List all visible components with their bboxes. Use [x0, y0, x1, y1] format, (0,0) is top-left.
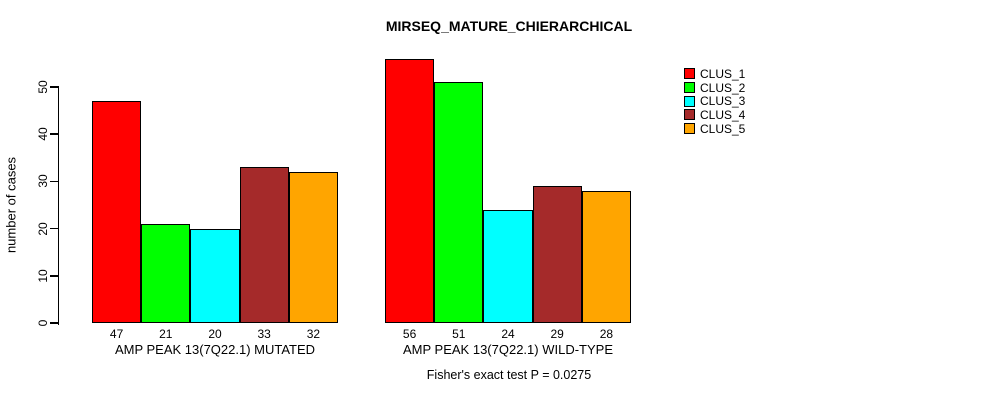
bar-clus_2-group-2 — [434, 82, 484, 323]
bar-value-label: 56 — [402, 327, 417, 341]
y-tick-mark — [50, 86, 58, 88]
bar-clus_5-group-2 — [581, 190, 631, 323]
y-tick-label: 20 — [36, 221, 50, 236]
y-tick-mark — [50, 133, 58, 135]
legend-swatch-clus_2 — [684, 82, 695, 94]
bar-value-label: 24 — [501, 327, 515, 341]
chart-title: MIRSEQ_MATURE_CHIERARCHICAL — [385, 18, 633, 34]
bar-value-label: 20 — [208, 327, 222, 341]
y-tick-label: 50 — [36, 80, 50, 94]
y-axis-line — [57, 86, 59, 325]
legend-label: CLUS_5 — [700, 121, 746, 136]
y-tick-mark — [50, 322, 58, 324]
legend-label: CLUS_4 — [700, 107, 746, 122]
legend-label: CLUS_2 — [700, 80, 746, 95]
bar-value-label: 21 — [159, 327, 173, 341]
y-axis-label: number of cases — [3, 156, 19, 254]
bar-clus_4-group-2 — [532, 186, 582, 323]
bar-clus_5-group-1 — [288, 171, 338, 323]
legend-swatch-clus_1 — [684, 68, 695, 80]
group-label-1: AMP PEAK 13(7Q22.1) MUTATED — [114, 342, 316, 357]
bar-clus_1-group-1 — [92, 101, 142, 323]
legend-label: CLUS_1 — [700, 66, 746, 81]
bar-clus_3-group-1 — [190, 228, 240, 323]
legend-swatch-clus_4 — [684, 109, 695, 121]
bar-clus_4-group-1 — [239, 167, 289, 323]
legend-swatch-clus_5 — [684, 123, 695, 135]
y-tick-label: 40 — [36, 127, 50, 141]
y-tick-mark — [50, 227, 58, 230]
y-tick-label: 10 — [36, 269, 50, 283]
bar-clus_3-group-2 — [483, 209, 533, 323]
bar-value-label: 28 — [599, 327, 614, 341]
bar-value-label: 29 — [550, 327, 564, 341]
legend: CLUS_1 CLUS_2 CLUS_3 CLUS_4 CLUS_5 — [684, 67, 745, 136]
legend-swatch-clus_3 — [684, 95, 695, 107]
bar-value-label: 47 — [109, 327, 124, 341]
legend-item-clus_1: CLUS_1 — [684, 67, 745, 81]
bar-clus_1-group-2 — [385, 58, 435, 323]
legend-item-clus_3: CLUS_3 — [684, 94, 745, 108]
group-label-2: AMP PEAK 13(7Q22.1) WILD-TYPE — [403, 342, 613, 357]
y-tick-mark — [50, 275, 58, 277]
legend-item-clus_5: CLUS_5 — [684, 122, 745, 136]
annotation-fisher-test: Fisher's exact test P = 0.0275 — [426, 368, 592, 382]
y-tick-label: 30 — [36, 174, 50, 189]
y-tick-mark — [50, 180, 58, 183]
bar-value-label: 32 — [306, 327, 321, 341]
bar-value-label: 51 — [452, 327, 466, 341]
legend-item-clus_2: CLUS_2 — [684, 81, 745, 95]
bar-clus_2-group-1 — [141, 223, 191, 323]
legend-label: CLUS_3 — [700, 94, 746, 109]
y-tick-label: 0 — [36, 319, 50, 327]
legend-item-clus_4: CLUS_4 — [684, 108, 745, 122]
bar-value-label: 33 — [257, 327, 271, 341]
